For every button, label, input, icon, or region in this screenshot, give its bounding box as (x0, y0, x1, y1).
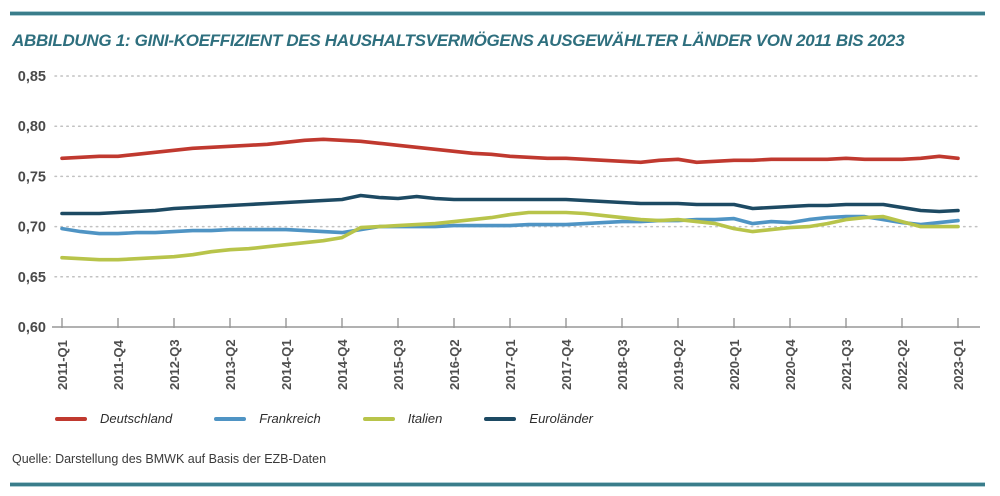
chart-legend: Deutschland Frankreich Italien Eurolände… (55, 411, 635, 426)
x-axis-tick-label: 2020-Q1 (727, 339, 742, 390)
x-axis-tick-label: 2011-Q4 (111, 339, 126, 390)
x-axis-tick-label: 2019-Q2 (671, 339, 686, 390)
gini-line-chart: 0,85 0,80 0,75 0,70 0,65 0,60 2011-Q1 2011-Q4 20… (18, 69, 981, 390)
legend-label: Euroländer (529, 411, 594, 426)
legend-label: Frankreich (259, 411, 321, 426)
series-line-deutschland (60, 137, 960, 165)
legend-item-frankreich: Frankreich (214, 411, 321, 426)
figure-title: ABBILDUNG 1: GINI-KOEFFIZIENT DES HAUSHA… (12, 31, 905, 50)
x-axis-tick-label: 2016-Q2 (447, 339, 462, 390)
x-axis-tick-label: 2011-Q1 (55, 340, 70, 390)
x-axis-tick-label: 2013-Q2 (223, 339, 238, 390)
y-axis-tick-label: 0,65 (18, 270, 46, 286)
eurolaender-line-swatch (484, 416, 517, 421)
x-axis-tick-label: 2020-Q4 (783, 339, 798, 390)
legend-label: Deutschland (100, 411, 173, 426)
y-axis-tick-label: 0,75 (18, 169, 46, 185)
x-axis-tick-label: 2023-Q1 (951, 339, 966, 390)
x-axis-tick-label: 2014-Q1 (279, 339, 294, 390)
x-axis-tick-label: 2015-Q3 (391, 339, 406, 390)
x-axis-tick-label: 2018-Q3 (615, 339, 630, 390)
bottom-divider-rule (10, 483, 985, 486)
deutschland-line-swatch (55, 416, 87, 421)
italien-line-swatch (362, 416, 395, 421)
legend-item-eurolaender: Euroländer (484, 411, 593, 426)
legend-label: Italien (407, 411, 443, 426)
x-axis-tick-label: 2014-Q4 (335, 339, 350, 390)
legend-item-italien: Italien (362, 411, 443, 426)
x-axis-tick-label: 2021-Q3 (839, 339, 854, 390)
x-axis-tick-label: 2022-Q2 (895, 339, 910, 390)
y-axis-tick-label: 0,60 (18, 320, 46, 336)
y-axis-tick-label: 0,80 (18, 119, 46, 135)
series-line-eurolaender (60, 193, 960, 216)
x-axis-tick-label: 2017-Q1 (503, 339, 518, 390)
frankreich-line-swatch (214, 416, 247, 421)
y-axis-tick-label: 0,85 (18, 69, 46, 85)
legend-item-deutschland: Deutschland (55, 411, 172, 426)
x-axis-tick-label: 2012-Q3 (167, 339, 182, 390)
series-line-frankreich (60, 214, 960, 236)
source-note: Quelle: Darstellung des BMWK auf Basis d… (12, 452, 327, 466)
x-axis-tick-label: 2017-Q4 (559, 339, 574, 390)
series-line-italien (60, 210, 960, 262)
top-divider-rule (10, 12, 985, 15)
y-axis-tick-label: 0,70 (18, 220, 46, 236)
